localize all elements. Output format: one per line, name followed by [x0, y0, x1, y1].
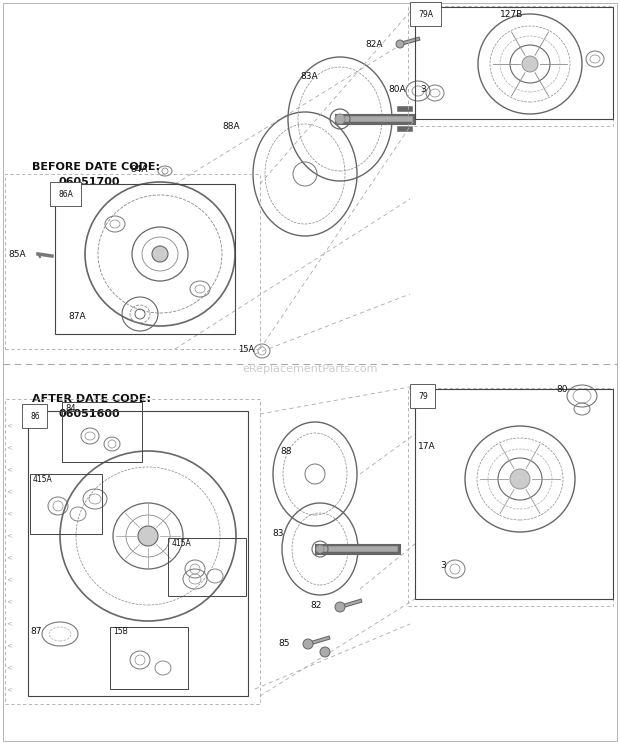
Text: 3: 3: [440, 562, 446, 571]
Ellipse shape: [522, 56, 538, 72]
Text: <: <: [6, 620, 12, 626]
Text: <: <: [6, 510, 12, 516]
Ellipse shape: [320, 647, 330, 657]
Bar: [110, 627, 188, 689]
Text: 88A: 88A: [222, 121, 239, 130]
Ellipse shape: [510, 469, 530, 489]
Text: 80: 80: [556, 385, 567, 394]
Text: 80A: 80A: [388, 85, 405, 94]
Text: 06051600: 06051600: [58, 409, 120, 419]
Bar: [28, 411, 248, 696]
Bar: [168, 538, 246, 596]
Text: 86A: 86A: [58, 190, 73, 199]
Bar: [5, 174, 260, 349]
Ellipse shape: [396, 40, 404, 48]
Text: 82A: 82A: [365, 39, 383, 48]
Text: 15B: 15B: [113, 627, 128, 637]
Ellipse shape: [316, 545, 324, 553]
Text: 84A: 84A: [130, 164, 148, 173]
Text: <: <: [6, 664, 12, 670]
Text: 85A: 85A: [8, 249, 25, 258]
Text: <: <: [6, 642, 12, 648]
Text: eReplacementParts.com: eReplacementParts.com: [242, 364, 378, 374]
Bar: [408, 6, 613, 126]
Text: 79: 79: [418, 391, 428, 400]
Ellipse shape: [335, 602, 345, 612]
Text: 86: 86: [30, 411, 40, 420]
Text: <: <: [6, 598, 12, 604]
Text: 17A: 17A: [418, 441, 436, 451]
Text: 15A: 15A: [238, 344, 254, 353]
Text: BEFORE DATE CODE:: BEFORE DATE CODE:: [32, 162, 160, 172]
Bar: [30, 474, 102, 534]
Text: <: <: [6, 576, 12, 582]
Text: <: <: [6, 554, 12, 560]
Text: <: <: [6, 466, 12, 472]
Text: 06051700: 06051700: [58, 177, 120, 187]
Bar: [62, 402, 142, 462]
Text: 82: 82: [310, 601, 321, 611]
Text: 84: 84: [65, 403, 76, 412]
Text: AFTER DATE CODE:: AFTER DATE CODE:: [32, 394, 151, 404]
Text: 83A: 83A: [300, 71, 317, 80]
Text: 415A: 415A: [172, 539, 192, 548]
Text: <: <: [6, 686, 12, 692]
Bar: [5, 399, 260, 704]
Ellipse shape: [303, 639, 313, 649]
Text: <: <: [6, 444, 12, 450]
Text: 79A: 79A: [418, 10, 433, 19]
Text: <: <: [6, 532, 12, 538]
Ellipse shape: [138, 526, 158, 546]
Text: 87: 87: [30, 626, 42, 635]
Text: <: <: [6, 488, 12, 494]
Ellipse shape: [335, 114, 345, 124]
Text: 415A: 415A: [33, 475, 53, 484]
Text: 88: 88: [280, 446, 291, 455]
Text: 83: 83: [272, 530, 283, 539]
Bar: [415, 389, 613, 599]
Text: 3: 3: [420, 85, 426, 94]
Text: 127B: 127B: [500, 10, 523, 19]
Bar: [415, 7, 613, 119]
Text: 85: 85: [278, 640, 290, 649]
Text: <: <: [6, 422, 12, 428]
Bar: [408, 388, 613, 606]
Text: 87A: 87A: [68, 312, 86, 321]
Bar: [55, 184, 235, 334]
Ellipse shape: [152, 246, 168, 262]
